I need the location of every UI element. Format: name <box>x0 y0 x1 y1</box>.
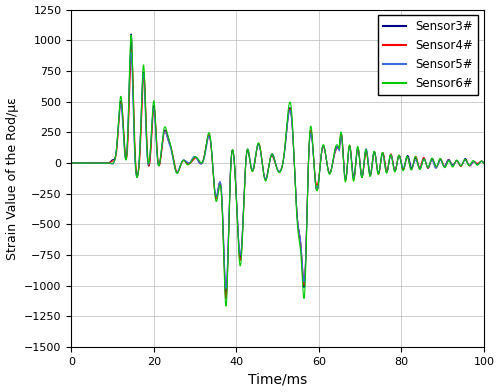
Sensor4# <box>440 163 446 168</box>
Sensor6# <box>451 162 457 167</box>
Sensor4# <box>268 155 274 160</box>
Sensor5# <box>149 118 155 122</box>
Legend: Sensor3#, Sensor4#, Sensor5#, Sensor6#: Sensor3#, Sensor4#, Sensor5#, Sensor6# <box>378 15 478 94</box>
Sensor6# <box>440 164 446 169</box>
Sensor4# <box>149 126 155 131</box>
Sensor5# <box>223 286 229 291</box>
Sensor6# <box>454 158 460 162</box>
Sensor6# <box>223 304 229 309</box>
Sensor3# <box>68 161 74 165</box>
Sensor5# <box>440 163 446 168</box>
Sensor3# <box>354 151 360 155</box>
Sensor4# <box>68 161 74 165</box>
Sensor5# <box>268 155 274 160</box>
Sensor3# <box>268 154 274 159</box>
Sensor4# <box>481 161 487 165</box>
Sensor5# <box>68 161 74 165</box>
Sensor4# <box>354 151 360 156</box>
Sensor3# <box>223 291 229 296</box>
Sensor6# <box>354 148 360 153</box>
Sensor5# <box>354 151 360 156</box>
Sensor3# <box>481 161 487 165</box>
Sensor4# <box>454 158 460 163</box>
Sensor3# <box>128 32 134 36</box>
Line: Sensor4#: Sensor4# <box>72 50 484 299</box>
Sensor6# <box>481 161 487 166</box>
Y-axis label: Strain Value of the Rod/με: Strain Value of the Rod/με <box>6 97 18 260</box>
Sensor5# <box>451 162 457 166</box>
Sensor6# <box>68 161 74 165</box>
Sensor5# <box>128 49 134 54</box>
Sensor3# <box>451 161 457 166</box>
Sensor6# <box>128 33 134 38</box>
Sensor3# <box>440 163 446 168</box>
Sensor6# <box>149 115 155 120</box>
Line: Sensor6#: Sensor6# <box>72 35 484 306</box>
Line: Sensor5#: Sensor5# <box>72 52 484 289</box>
Sensor4# <box>223 296 229 301</box>
Sensor4# <box>451 162 457 167</box>
Sensor6# <box>268 154 274 159</box>
X-axis label: Time/ms: Time/ms <box>248 372 308 387</box>
Line: Sensor3#: Sensor3# <box>72 34 484 293</box>
Sensor5# <box>454 158 460 163</box>
Sensor4# <box>128 47 134 52</box>
Sensor3# <box>454 158 460 163</box>
Sensor5# <box>481 161 487 166</box>
Sensor3# <box>149 120 155 124</box>
